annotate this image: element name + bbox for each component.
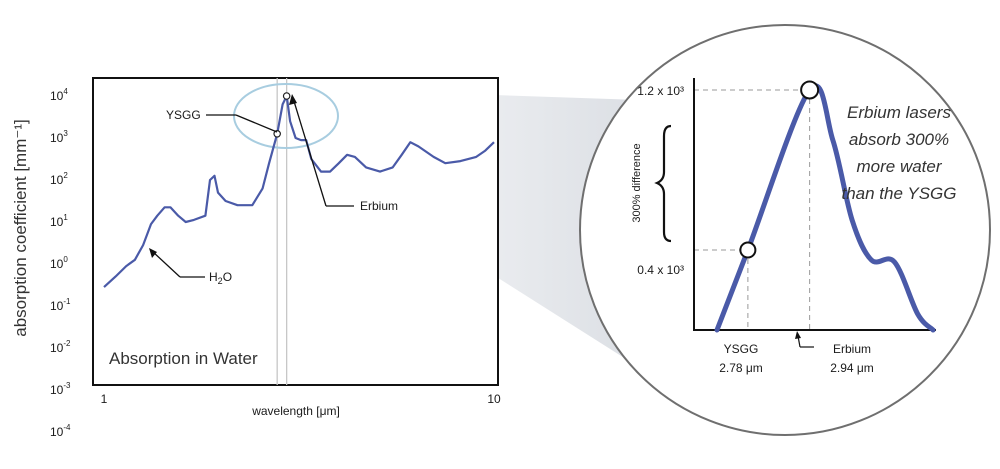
y-axis-title: absorption coefficient [mm⁻¹]	[11, 119, 30, 336]
erbium-marker	[282, 92, 291, 100]
y-tick-label: 10-3	[50, 381, 71, 397]
inset-x-value-erbium: 2.94 μm	[830, 361, 874, 375]
difference-label: 300% difference	[631, 143, 643, 222]
y-tick-label: 101	[50, 213, 68, 229]
h2o-leader-diag	[151, 250, 181, 278]
water-absorption-curve	[103, 94, 495, 288]
erbium-annotation: Erbium	[360, 199, 398, 213]
y-tick-label: 102	[50, 171, 68, 187]
inset-x-label-erbium: Erbium	[833, 342, 871, 356]
y-tick-label: 10-1	[50, 297, 71, 313]
main-plot-frame	[92, 77, 499, 386]
x-tick-label-10: 10	[487, 392, 501, 406]
inset-erbium-arrowhead	[795, 331, 801, 339]
inset-x-label-ysgg: YSGG	[724, 342, 759, 356]
x-tick-label-1: 1	[101, 392, 108, 406]
ysgg-leader-diag	[235, 114, 278, 133]
inset-erbium-marker	[800, 80, 820, 100]
y-tick-labels: 104 103 102 101 100 10-1 10-2 10-3 10-4	[50, 87, 71, 439]
ysgg-annotation: YSGG	[166, 108, 201, 122]
x-axis-title: wavelength [μm]	[251, 404, 340, 418]
ysgg-marker	[273, 130, 281, 138]
main-chart-title: Absorption in Water	[109, 349, 258, 368]
inset-note-line-2: absorb 300%	[849, 130, 949, 149]
y-tick-label: 104	[50, 87, 68, 103]
inset-note-line-3: more water	[856, 157, 942, 176]
inset-markers	[739, 80, 820, 259]
inset-guide-lines	[694, 89, 811, 330]
inset-tick-low: 0.4 x 10³	[637, 263, 684, 277]
inset-absorption-curve	[714, 83, 936, 333]
y-tick-label: 10-4	[50, 423, 71, 439]
zoom-ellipse	[233, 83, 339, 149]
erbium-arrowhead	[289, 94, 297, 105]
main-markers	[273, 92, 291, 138]
y-tick-label: 10-2	[50, 339, 71, 355]
zoom-circle	[579, 24, 991, 436]
h2o-arrowhead	[149, 248, 157, 258]
inset-note-line-1: Erbium lasers	[847, 103, 951, 122]
erbium-leader-diag	[292, 97, 327, 207]
h2o-annotation: H2O	[209, 270, 232, 286]
inset-x-value-ysgg: 2.78 μm	[719, 361, 763, 375]
inset-note-line-4: than the YSGG	[842, 184, 957, 203]
difference-brace	[654, 124, 672, 243]
inset-tick-high: 1.2 x 10³	[637, 84, 684, 98]
y-tick-label: 103	[50, 129, 68, 145]
inset-ysgg-marker	[739, 241, 757, 259]
inset-note: Erbium lasers absorb 300% more water tha…	[842, 103, 957, 203]
y-tick-label: 100	[50, 255, 68, 271]
